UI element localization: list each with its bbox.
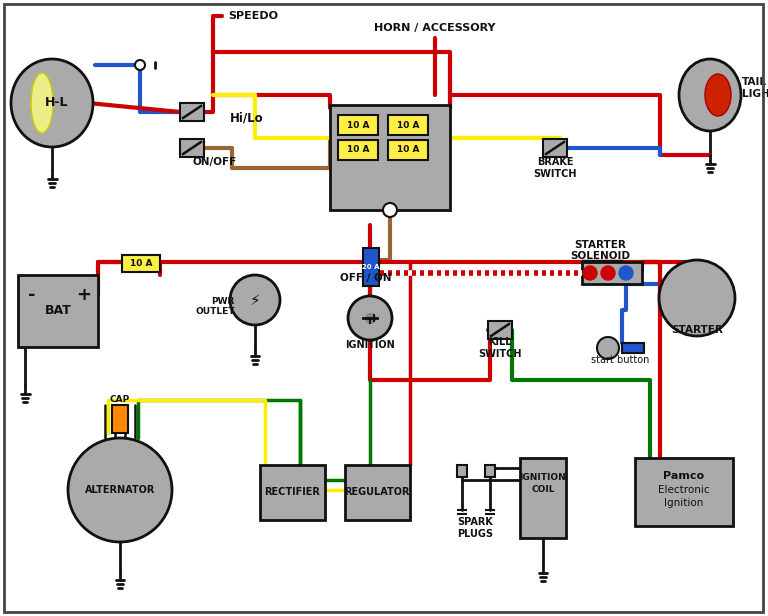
- Circle shape: [383, 203, 397, 217]
- Circle shape: [597, 337, 619, 359]
- Text: BRAKE
SWITCH: BRAKE SWITCH: [533, 157, 577, 179]
- Text: TAIL
LIGHT: TAIL LIGHT: [742, 77, 768, 99]
- Text: 10 A: 10 A: [397, 121, 419, 129]
- Text: H-L: H-L: [45, 97, 69, 110]
- Text: 10 A: 10 A: [397, 145, 419, 155]
- Circle shape: [619, 266, 633, 280]
- Circle shape: [230, 275, 280, 325]
- Text: IGNITION: IGNITION: [520, 474, 566, 482]
- Ellipse shape: [705, 74, 731, 116]
- FancyBboxPatch shape: [122, 255, 160, 272]
- Text: STARTER: STARTER: [574, 240, 626, 250]
- FancyBboxPatch shape: [488, 321, 512, 339]
- Circle shape: [135, 60, 145, 70]
- FancyBboxPatch shape: [330, 105, 450, 210]
- FancyBboxPatch shape: [582, 262, 642, 284]
- FancyBboxPatch shape: [635, 458, 733, 526]
- Circle shape: [348, 296, 392, 340]
- Circle shape: [68, 438, 172, 542]
- Circle shape: [601, 266, 615, 280]
- FancyBboxPatch shape: [363, 248, 379, 286]
- FancyBboxPatch shape: [18, 275, 98, 347]
- Text: SPARK
PLUGS: SPARK PLUGS: [457, 517, 493, 539]
- FancyBboxPatch shape: [543, 139, 567, 157]
- Text: ALTERNATOR: ALTERNATOR: [84, 485, 155, 495]
- Ellipse shape: [11, 59, 93, 147]
- FancyBboxPatch shape: [180, 103, 204, 121]
- FancyBboxPatch shape: [338, 115, 378, 135]
- Text: start button: start button: [591, 355, 649, 365]
- FancyBboxPatch shape: [338, 140, 378, 160]
- FancyBboxPatch shape: [388, 115, 428, 135]
- FancyBboxPatch shape: [260, 465, 325, 520]
- FancyBboxPatch shape: [485, 465, 495, 477]
- Text: RECTIFIER: RECTIFIER: [264, 487, 320, 497]
- Text: Pamco: Pamco: [664, 471, 704, 481]
- FancyBboxPatch shape: [622, 343, 644, 353]
- Circle shape: [659, 260, 735, 336]
- FancyBboxPatch shape: [112, 405, 128, 433]
- Text: SOLENOID: SOLENOID: [570, 251, 630, 261]
- Text: HORN / ACCESSORY: HORN / ACCESSORY: [374, 23, 496, 33]
- Text: ⚡: ⚡: [250, 293, 260, 307]
- Text: ON/OFF: ON/OFF: [193, 157, 237, 167]
- FancyBboxPatch shape: [388, 140, 428, 160]
- FancyBboxPatch shape: [345, 465, 410, 520]
- Text: STARTER: STARTER: [671, 325, 723, 335]
- Text: Ignition: Ignition: [664, 498, 703, 508]
- Text: SPEEDO: SPEEDO: [228, 11, 278, 21]
- Ellipse shape: [679, 59, 741, 131]
- Text: BAT: BAT: [45, 304, 71, 317]
- FancyBboxPatch shape: [457, 465, 467, 477]
- Text: IGNITION: IGNITION: [345, 340, 395, 350]
- FancyBboxPatch shape: [180, 139, 204, 157]
- Text: KILL
SWITCH: KILL SWITCH: [478, 337, 521, 359]
- Text: CAP: CAP: [110, 395, 130, 405]
- Text: 10 A: 10 A: [346, 145, 369, 155]
- Text: 10 A: 10 A: [346, 121, 369, 129]
- Text: Hi/Lo: Hi/Lo: [230, 111, 263, 124]
- Text: -: -: [28, 286, 36, 304]
- Text: +: +: [77, 286, 91, 304]
- FancyBboxPatch shape: [520, 458, 566, 538]
- Text: Electronic: Electronic: [658, 485, 710, 495]
- Text: REGULATOR: REGULATOR: [344, 487, 410, 497]
- Text: PWR: PWR: [212, 298, 235, 307]
- Text: 10 A: 10 A: [130, 259, 152, 267]
- Text: 20 A: 20 A: [362, 264, 379, 270]
- Circle shape: [583, 266, 597, 280]
- Text: OFF / ON: OFF / ON: [340, 273, 392, 283]
- Text: COIL: COIL: [531, 485, 554, 495]
- Ellipse shape: [31, 73, 53, 133]
- Text: OUTLET: OUTLET: [196, 307, 235, 317]
